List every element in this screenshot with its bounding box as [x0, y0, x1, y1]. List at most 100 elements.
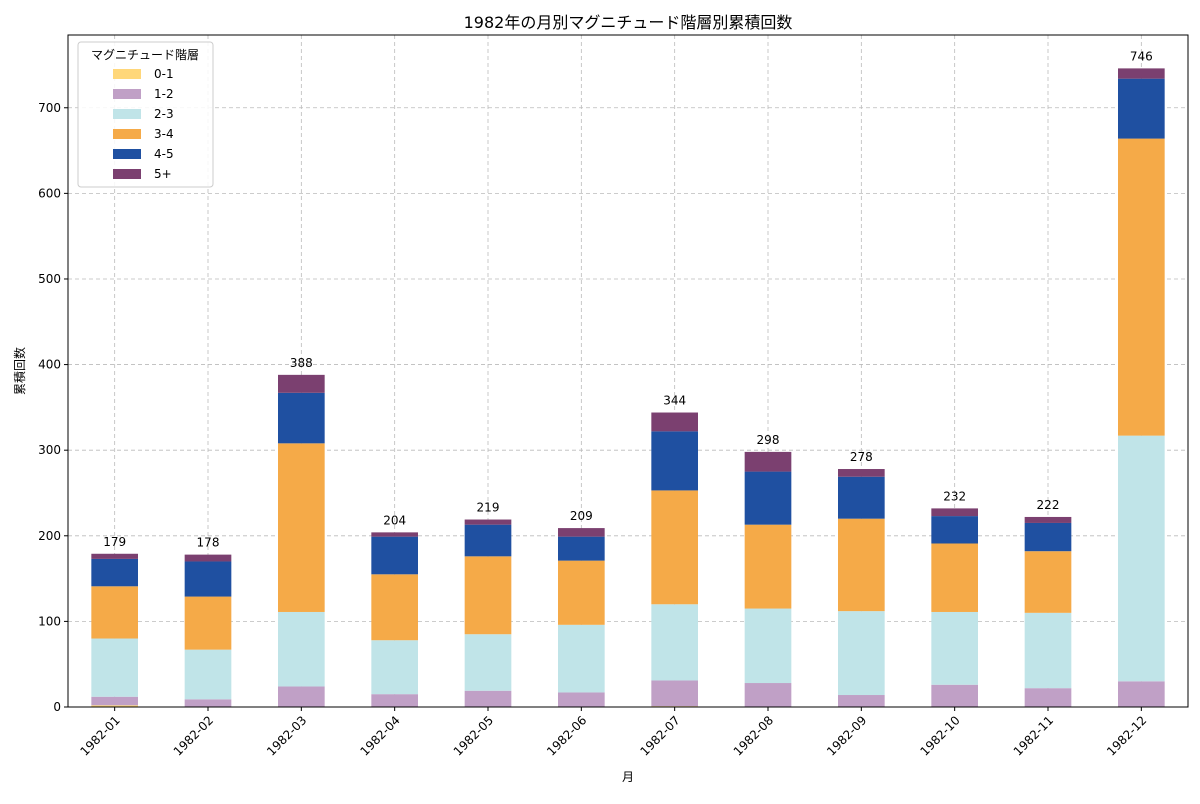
bar-segment-3-4 [1024, 551, 1072, 613]
legend-label: 4-5 [154, 147, 174, 161]
x-tick-label: 1982-10 [917, 713, 962, 758]
total-label: 179 [103, 535, 126, 549]
x-tick-label: 1982-08 [731, 713, 776, 758]
y-tick-label: 700 [38, 101, 61, 115]
bar-segment-3-4 [184, 596, 232, 650]
bar-segment-1-2 [1024, 688, 1072, 707]
legend-swatch-5+ [113, 169, 141, 179]
bar-segment-1-2 [838, 695, 885, 707]
x-tick-label: 1982-02 [171, 713, 216, 758]
y-axis-label: 累積回数 [12, 347, 27, 395]
legend-label: 5+ [154, 167, 172, 181]
bar-segment-2-3 [931, 611, 978, 685]
bar-segment-5+ [651, 412, 698, 432]
total-label: 204 [383, 513, 406, 527]
bar-segment-4-5 [278, 392, 325, 444]
bar-segment-1-2 [1118, 681, 1165, 707]
total-label: 178 [197, 536, 220, 550]
x-tick-label: 1982-05 [451, 713, 496, 758]
bar-segment-5+ [931, 508, 978, 517]
x-tick-label: 1982-06 [544, 713, 589, 758]
bar-segment-2-3 [744, 608, 792, 684]
total-label: 219 [477, 501, 500, 515]
bar-segment-4-5 [1024, 522, 1072, 552]
total-label: 746 [1130, 49, 1153, 63]
bar-segment-2-3 [91, 638, 138, 697]
total-label: 344 [663, 394, 686, 408]
y-tick-label: 400 [38, 358, 61, 372]
bar-segment-4-5 [838, 476, 885, 519]
x-tick-label: 1982-09 [824, 713, 869, 758]
bar-segment-4-5 [651, 431, 698, 491]
bar-segment-2-3 [371, 640, 418, 695]
bar-segment-4-5 [931, 516, 978, 544]
bar-segment-4-5 [184, 561, 232, 597]
legend-swatch-3-4 [113, 129, 141, 139]
bar-segment-5+ [371, 532, 418, 537]
bar-segment-3-4 [91, 586, 138, 639]
bar-segment-2-3 [651, 604, 698, 681]
x-tick-label: 1982-11 [1011, 713, 1056, 758]
bar-segment-1-2 [558, 692, 605, 707]
legend-label: 1-2 [154, 87, 174, 101]
bars [91, 68, 1165, 707]
plot-frame [67, 34, 1189, 708]
total-label: 298 [757, 433, 780, 447]
x-tick-label: 1982-07 [637, 713, 682, 758]
y-tick-label: 200 [38, 529, 61, 543]
bar-segment-1-2 [371, 694, 418, 707]
legend: マグニチュード階層 0-1 1-2 2-3 3-4 4-5 5+ [77, 41, 214, 188]
bar-segment-3-4 [651, 490, 698, 605]
total-label: 209 [570, 509, 593, 523]
total-label: 222 [1037, 498, 1060, 512]
x-tick-label: 1982-12 [1104, 713, 1149, 758]
bar-segment-2-3 [464, 634, 512, 691]
bar-segment-2-3 [184, 649, 232, 700]
bar-segment-5+ [838, 469, 885, 477]
bar-segment-5+ [744, 451, 792, 472]
x-tick-label: 1982-01 [77, 713, 122, 758]
grid [68, 35, 1188, 708]
bar-segment-3-4 [838, 518, 885, 612]
bar-segment-2-3 [838, 611, 885, 696]
bar-segment-4-5 [744, 471, 792, 525]
bar-segment-2-3 [558, 624, 605, 693]
bar-segment-0-1 [91, 705, 138, 707]
total-label: 232 [943, 489, 966, 503]
x-tick-label: 1982-04 [357, 713, 402, 758]
chart-title: 1982年の月別マグニチュード階層別累積回数 [464, 13, 793, 32]
legend-box [77, 41, 214, 188]
bar-segment-3-4 [558, 560, 605, 625]
legend-label: 0-1 [154, 67, 174, 81]
y-tick-label: 0 [53, 700, 61, 714]
legend-swatch-2-3 [113, 109, 141, 119]
bar-segment-4-5 [371, 536, 418, 575]
y-tick-label: 300 [38, 443, 61, 457]
y-tick-label: 500 [38, 272, 61, 286]
legend-title: マグニチュード階層 [91, 47, 199, 62]
bar-segment-1-2 [931, 684, 978, 707]
bar-segment-4-5 [91, 558, 138, 587]
bar-segment-3-4 [744, 524, 792, 609]
total-label: 388 [290, 356, 313, 370]
bar-segment-5+ [464, 519, 512, 525]
bar-segment-5+ [278, 374, 325, 393]
bar-segment-2-3 [1024, 612, 1072, 689]
bar-segment-2-3 [278, 611, 325, 687]
y-tick-label: 600 [38, 186, 61, 200]
bar-segment-5+ [91, 553, 138, 559]
bar-segment-3-4 [278, 443, 325, 612]
y-axis: 0 100 200 300 400 500 600 700 [38, 101, 68, 714]
x-axis-label: 月 [622, 770, 634, 784]
bar-segment-1-2 [278, 686, 325, 707]
bar-segment-5+ [184, 554, 232, 562]
bar-segment-5+ [1118, 68, 1165, 79]
legend-swatch-4-5 [113, 149, 141, 159]
total-label: 278 [850, 450, 873, 464]
x-axis: 1982-01 1982-02 1982-03 1982-04 1982-05 1982-… [77, 707, 1149, 759]
bar-segment-5+ [558, 528, 605, 537]
legend-label: 2-3 [154, 107, 174, 121]
bar-segment-3-4 [464, 556, 512, 635]
bar-segment-1-2 [184, 699, 232, 707]
